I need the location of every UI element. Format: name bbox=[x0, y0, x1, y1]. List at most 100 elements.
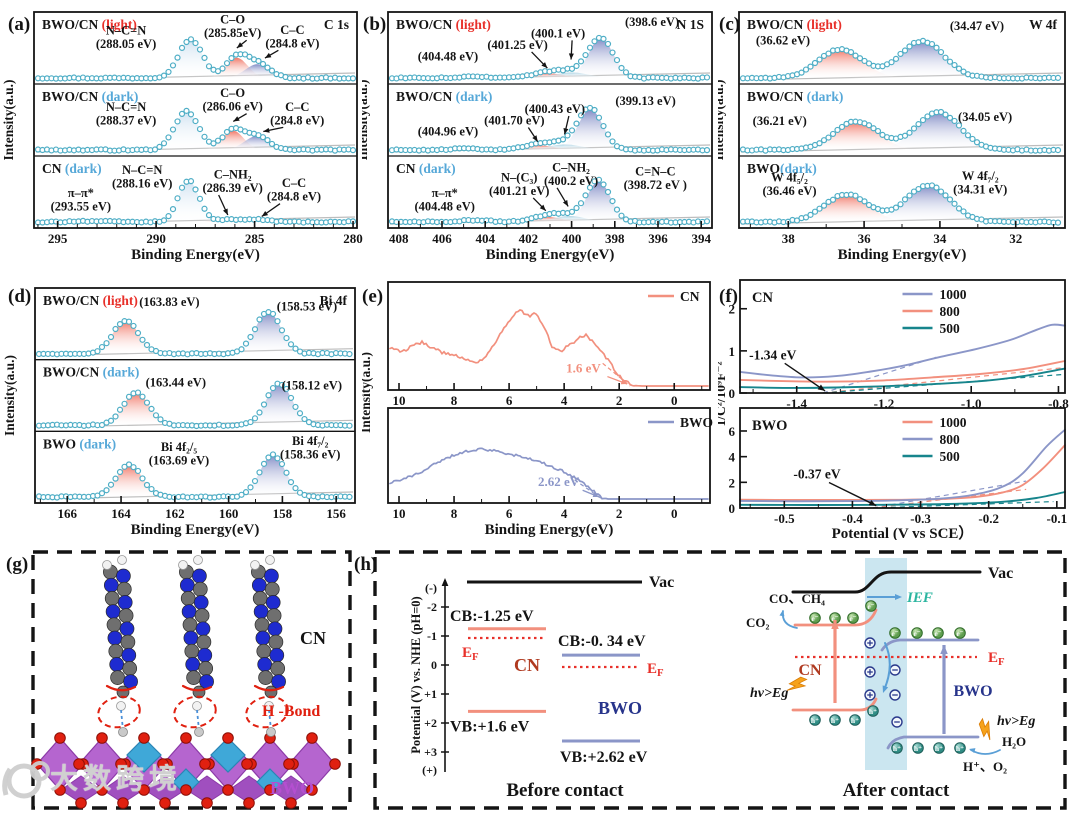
svg-text:Bi 4f₂/₅: Bi 4f₂/₅ bbox=[161, 440, 198, 454]
svg-text:CN: CN bbox=[300, 628, 326, 648]
svg-text:N–C=N: N–C=N bbox=[106, 24, 146, 38]
svg-text:(286.39 eV): (286.39 eV) bbox=[202, 181, 262, 195]
svg-text:4: 4 bbox=[561, 506, 568, 521]
svg-text:EF: EF bbox=[647, 661, 664, 679]
svg-text:CN (dark): CN (dark) bbox=[396, 161, 456, 176]
svg-text:N–C=N: N–C=N bbox=[106, 100, 146, 114]
svg-text:BWO/CN (dark): BWO/CN (dark) bbox=[747, 89, 843, 104]
svg-text:BWO/CN (light): BWO/CN (light) bbox=[747, 17, 842, 32]
svg-text:C–C: C–C bbox=[280, 23, 304, 37]
svg-text:(284.8 eV): (284.8 eV) bbox=[270, 113, 324, 127]
svg-text:hν>Eg: hν>Eg bbox=[750, 686, 788, 701]
svg-text:BWO/CN (dark): BWO/CN (dark) bbox=[396, 89, 492, 104]
svg-text:-0.37 eV: -0.37 eV bbox=[793, 466, 840, 481]
svg-text:CB:-0. 34 eV: CB:-0. 34 eV bbox=[558, 633, 646, 650]
xps-chart-b: BWO/CN (light) N 1S(398.6 eV)(400.1 eV)(4… bbox=[355, 11, 713, 263]
svg-text:e⁻: e⁻ bbox=[956, 629, 963, 638]
svg-text:-0.2: -0.2 bbox=[978, 511, 999, 526]
svg-text:W 4f₅/₂: W 4f₅/₂ bbox=[771, 170, 808, 184]
svg-text:0: 0 bbox=[729, 501, 736, 516]
svg-text:BWO/CN (light): BWO/CN (light) bbox=[43, 293, 138, 308]
svg-text:(158.53 eV): (158.53 eV) bbox=[277, 299, 337, 313]
svg-text:BWO/CN (light): BWO/CN (light) bbox=[396, 17, 491, 32]
svg-text:Intensity(a.u.): Intensity(a.u.) bbox=[362, 79, 370, 160]
svg-text:406: 406 bbox=[432, 231, 452, 246]
svg-text:CO、CH₄: CO、CH₄ bbox=[769, 591, 825, 606]
svg-text:C–C: C–C bbox=[285, 100, 309, 114]
svg-text:34: 34 bbox=[933, 231, 947, 246]
svg-text:396: 396 bbox=[648, 231, 668, 246]
svg-text:158: 158 bbox=[273, 506, 293, 521]
svg-text:8: 8 bbox=[451, 393, 458, 408]
svg-text:Bi 4f: Bi 4f bbox=[320, 293, 348, 308]
svg-text:BWO: BWO bbox=[680, 415, 713, 430]
svg-text:408: 408 bbox=[389, 231, 409, 246]
svg-text:Intensity(a.u.): Intensity(a.u.) bbox=[718, 79, 726, 160]
svg-text:(158.12 eV): (158.12 eV) bbox=[282, 378, 342, 392]
svg-text:164: 164 bbox=[111, 506, 131, 521]
svg-text:290: 290 bbox=[146, 231, 166, 246]
svg-text:(398.6 eV): (398.6 eV) bbox=[625, 15, 679, 29]
svg-text:500: 500 bbox=[940, 321, 961, 336]
svg-text:e⁻: e⁻ bbox=[831, 614, 838, 623]
svg-text:(404.48 eV): (404.48 eV) bbox=[414, 200, 474, 214]
svg-text:(286.06 eV): (286.06 eV) bbox=[202, 100, 262, 114]
svg-text:BWO: BWO bbox=[752, 418, 787, 434]
svg-text:C–NH₂: C–NH₂ bbox=[214, 168, 252, 182]
svg-text:h⁺: h⁺ bbox=[851, 716, 859, 725]
molecular-model: CN H -Bond BWO (g) bbox=[6, 550, 352, 810]
svg-text:e⁻: e⁻ bbox=[867, 602, 874, 611]
svg-text:(34.05 eV): (34.05 eV) bbox=[958, 110, 1012, 124]
svg-text:(401.21 eV): (401.21 eV) bbox=[489, 184, 549, 198]
svg-text:156: 156 bbox=[326, 506, 346, 521]
svg-text:38: 38 bbox=[782, 231, 796, 246]
svg-text:H₂O: H₂O bbox=[1002, 734, 1026, 749]
svg-text:π–π*: π–π* bbox=[432, 186, 458, 200]
panel-valence-band: CN 1.6 eV 10 8 6 4 2 0 BWO 2.62 eV 10 8 6 4 2 0 Binding … bbox=[358, 270, 738, 545]
svg-text:2.62 eV: 2.62 eV bbox=[538, 474, 580, 489]
svg-text:4: 4 bbox=[729, 450, 736, 465]
xps-chart-c: BWO/CN (light) W 4f (36.62 eV) (34.47 eV) BW… bbox=[711, 11, 1066, 263]
svg-text:(288.05 eV): (288.05 eV) bbox=[96, 37, 156, 51]
svg-text:(f): (f) bbox=[719, 286, 738, 307]
svg-text:W 4f: W 4f bbox=[1029, 17, 1057, 32]
svg-text:CN: CN bbox=[680, 289, 700, 304]
svg-text:CN: CN bbox=[514, 655, 540, 675]
svg-text:(285.85eV): (285.85eV) bbox=[204, 26, 261, 40]
svg-text:h⁺: h⁺ bbox=[956, 744, 964, 753]
svg-text:EF: EF bbox=[988, 650, 1005, 668]
svg-text:VB:+2.62 eV: VB:+2.62 eV bbox=[560, 749, 648, 766]
svg-text:(401.25 eV): (401.25 eV) bbox=[487, 38, 547, 52]
svg-text:Before contact: Before contact bbox=[506, 780, 624, 801]
svg-text:(b): (b) bbox=[363, 14, 386, 35]
svg-text:Binding Energy(eV): Binding Energy(eV) bbox=[131, 247, 260, 263]
svg-text:10: 10 bbox=[393, 393, 406, 408]
svg-text:(c): (c) bbox=[719, 14, 740, 35]
svg-text:2: 2 bbox=[616, 506, 623, 521]
svg-text:(288.37 eV): (288.37 eV) bbox=[96, 113, 156, 127]
svg-text:H -Bond: H -Bond bbox=[262, 703, 320, 720]
svg-text:N 1S: N 1S bbox=[677, 17, 704, 32]
panel-c1s-xps: BWO/CN (light) C 1s N–C=N (288.05 eV) C–O (28… bbox=[0, 0, 382, 275]
panel-molecular-model: CN H -Bond BWO (g) bbox=[0, 540, 362, 825]
svg-text:W 4f₇/₂: W 4f₇/₂ bbox=[962, 169, 999, 183]
svg-text:(398.72 eV ): (398.72 eV ) bbox=[624, 178, 687, 192]
svg-text:Intensity(a.u.): Intensity(a.u.) bbox=[362, 352, 373, 433]
svg-text:BWO/CN (dark): BWO/CN (dark) bbox=[42, 89, 138, 104]
svg-text:(163.69 eV): (163.69 eV) bbox=[149, 453, 209, 467]
svg-text:-0.5: -0.5 bbox=[774, 511, 795, 526]
svg-text:C 1s: C 1s bbox=[324, 17, 349, 32]
svg-text:Binding Energy(eV): Binding Energy(eV) bbox=[485, 522, 614, 538]
svg-text:(400.1 eV): (400.1 eV) bbox=[531, 26, 585, 40]
svg-text:h⁺: h⁺ bbox=[935, 744, 943, 753]
svg-text:BWO: BWO bbox=[598, 698, 642, 718]
svg-text:After contact: After contact bbox=[843, 780, 950, 801]
svg-text:160: 160 bbox=[219, 506, 239, 521]
svg-text:2: 2 bbox=[616, 393, 623, 408]
svg-text:0: 0 bbox=[671, 506, 678, 521]
svg-text:(163.44 eV): (163.44 eV) bbox=[146, 375, 206, 389]
svg-text:(404.48 eV): (404.48 eV) bbox=[418, 49, 478, 63]
svg-text:BWO (dark): BWO (dark) bbox=[43, 436, 116, 451]
